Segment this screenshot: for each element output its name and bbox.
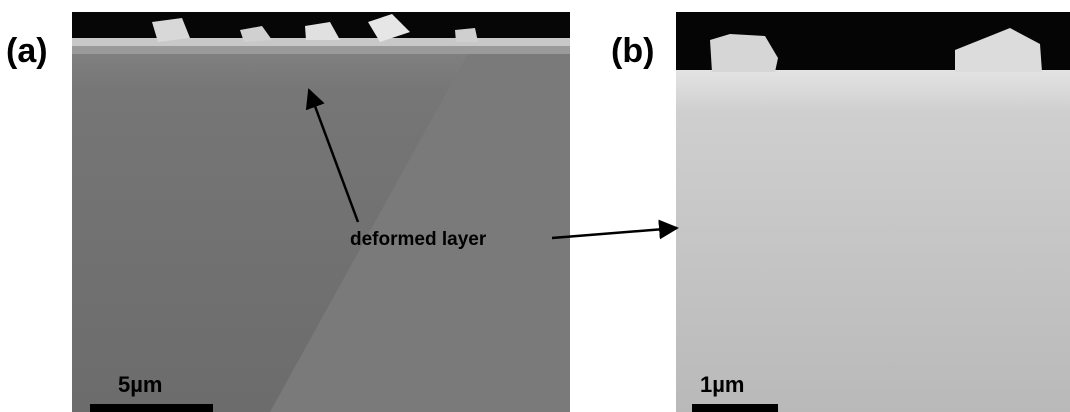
panel-label: (a)	[6, 32, 48, 70]
arrow	[552, 228, 677, 238]
scale-bar	[90, 404, 213, 412]
scale-bar-label: 5µm	[118, 372, 162, 397]
panel-b-image	[676, 12, 1070, 412]
panel-a-image	[72, 12, 570, 412]
annotation: deformed layer	[350, 229, 487, 250]
panel-label: (b)	[611, 32, 654, 70]
scale-bar	[692, 404, 778, 412]
figure: (a) (b) 5µm 1µm deformed layer	[0, 0, 1070, 412]
scale-bar-label: 1µm	[700, 372, 744, 397]
